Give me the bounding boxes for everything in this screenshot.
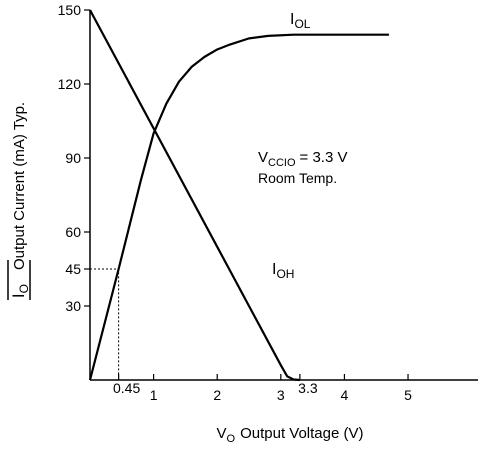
annotation: VCCIO = 3.3 V: [258, 149, 347, 169]
line-series: [89, 9, 300, 382]
y-axis-label: IOOutput Current (mA) Typ.: [9, 102, 31, 298]
x-tick-label: 3: [277, 387, 285, 403]
x-tick-label: 2: [213, 387, 221, 403]
series-label: IOH: [272, 261, 294, 281]
x-tick-label: 4: [341, 387, 349, 403]
y-tick-label: 120: [58, 76, 82, 92]
y-tick-label: 150: [58, 2, 82, 18]
y-tick-label: 60: [65, 224, 81, 240]
x-axis-label: VO Output Voltage (V): [217, 425, 364, 445]
line-series: [88, 33, 389, 381]
y-tick-label: 45: [65, 261, 81, 277]
x-tick-label: 3.3: [298, 380, 318, 396]
annotation: Room Temp.: [258, 170, 337, 186]
y-tick-label: 30: [65, 298, 81, 314]
x-tick-label: 0.45: [113, 380, 140, 396]
x-tick-label: 1: [150, 387, 158, 403]
x-tick-label: 5: [404, 387, 412, 403]
series-label: IOL: [290, 11, 311, 31]
y-tick-label: 90: [65, 150, 81, 166]
